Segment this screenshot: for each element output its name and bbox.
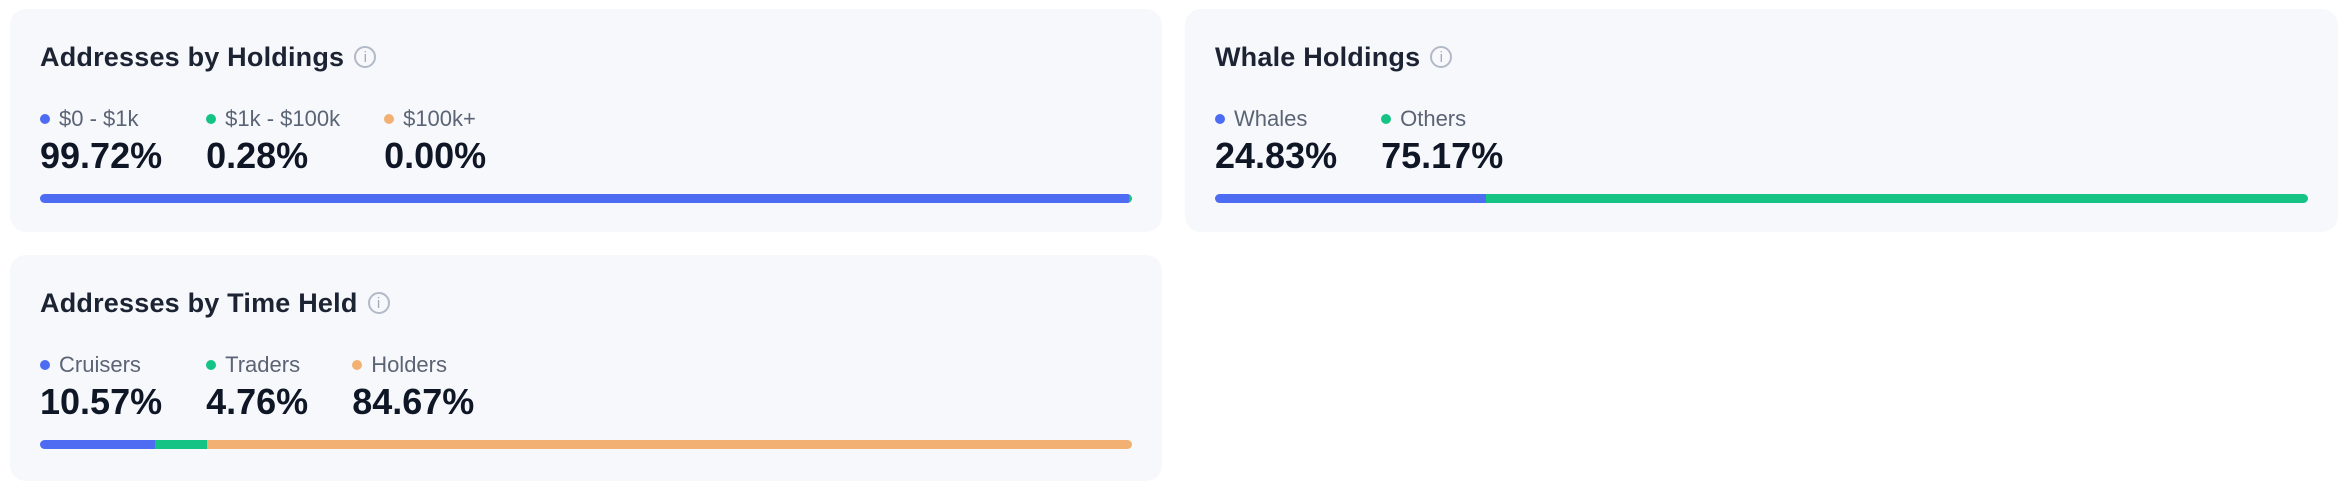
card-header: Addresses by Holdings i xyxy=(40,42,1132,72)
legend-label: Whales xyxy=(1234,106,1308,131)
bar-segment xyxy=(40,194,1129,203)
legend-dot-icon xyxy=(1215,113,1225,124)
legend-dot-icon xyxy=(40,359,50,370)
card-header: Whale Holdings i xyxy=(1215,42,2308,72)
info-icon[interactable]: i xyxy=(1430,46,1453,68)
stat-column: $0 - $1k 99.72% xyxy=(40,106,162,176)
info-icon[interactable]: i xyxy=(367,292,390,314)
stat-columns: $0 - $1k 99.72% $1k - $100k 0.28% $100k+ xyxy=(40,106,1132,176)
stat-columns: Cruisers 10.57% Traders 4.76% Holders xyxy=(40,352,1132,422)
card-whale-holdings: Whale Holdings i Whales 24.83% Others xyxy=(1185,9,2338,232)
card-header: Addresses by Time Held i xyxy=(40,288,1132,318)
legend-row: $0 - $1k xyxy=(40,106,162,131)
bar-segment xyxy=(207,440,1132,449)
bar-segment xyxy=(1128,194,1132,203)
distribution-bar xyxy=(40,194,1132,203)
legend-label: Holders xyxy=(371,352,447,377)
stat-column: Holders 84.67% xyxy=(352,352,474,422)
legend-label: Cruisers xyxy=(59,352,141,377)
stat-value: 24.83% xyxy=(1215,135,1338,176)
stat-column: $100k+ 0.00% xyxy=(384,106,486,176)
stat-column: $1k - $100k 0.28% xyxy=(206,106,340,176)
stat-columns: Whales 24.83% Others 75.17% xyxy=(1215,106,2308,176)
legend-dot-icon xyxy=(206,113,217,124)
legend-row: $100k+ xyxy=(384,106,486,131)
stat-value: 99.72% xyxy=(40,135,163,176)
legend-dot-icon xyxy=(206,359,217,370)
legend-label: Traders xyxy=(225,352,301,377)
card-addresses-by-holdings: Addresses by Holdings i $0 - $1k 99.72% … xyxy=(10,9,1162,232)
stat-column: Traders 4.76% xyxy=(206,352,308,422)
stat-value: 75.17% xyxy=(1381,135,1504,176)
stat-column: Whales 24.83% xyxy=(1215,106,1337,176)
bar-segment xyxy=(1486,194,2308,203)
legend-label: $0 - $1k xyxy=(59,106,139,131)
stat-value: 10.57% xyxy=(40,381,163,422)
legend-row: $1k - $100k xyxy=(206,106,340,131)
bar-segment xyxy=(155,440,208,449)
card-addresses-by-time-held: Addresses by Time Held i Cruisers 10.57%… xyxy=(10,255,1162,481)
stat-column: Cruisers 10.57% xyxy=(40,352,162,422)
card-title: Addresses by Holdings xyxy=(40,42,345,72)
bar-segment xyxy=(1215,194,1487,203)
legend-row: Holders xyxy=(352,352,474,377)
card-title: Addresses by Time Held xyxy=(40,288,358,318)
distribution-bar xyxy=(1215,194,2308,203)
stat-column: Others 75.17% xyxy=(1381,106,1503,176)
legend-label: $100k+ xyxy=(403,106,476,131)
legend-row: Whales xyxy=(1215,106,1337,131)
legend-dot-icon xyxy=(1381,113,1392,124)
stat-value: 0.28% xyxy=(206,135,309,176)
legend-row: Others xyxy=(1381,106,1503,131)
stat-value: 84.67% xyxy=(352,381,475,422)
bar-segment xyxy=(40,440,156,449)
legend-dot-icon xyxy=(352,359,363,370)
card-title: Whale Holdings xyxy=(1215,42,1421,72)
legend-label: $1k - $100k xyxy=(225,106,341,131)
legend-row: Traders xyxy=(206,352,308,377)
legend-dot-icon xyxy=(40,113,50,124)
legend-dot-icon xyxy=(384,113,395,124)
legend-row: Cruisers xyxy=(40,352,162,377)
distribution-bar xyxy=(40,440,1132,449)
info-icon[interactable]: i xyxy=(354,46,377,68)
stat-value: 4.76% xyxy=(206,381,309,422)
stat-value: 0.00% xyxy=(384,135,487,176)
legend-label: Others xyxy=(1400,106,1467,131)
